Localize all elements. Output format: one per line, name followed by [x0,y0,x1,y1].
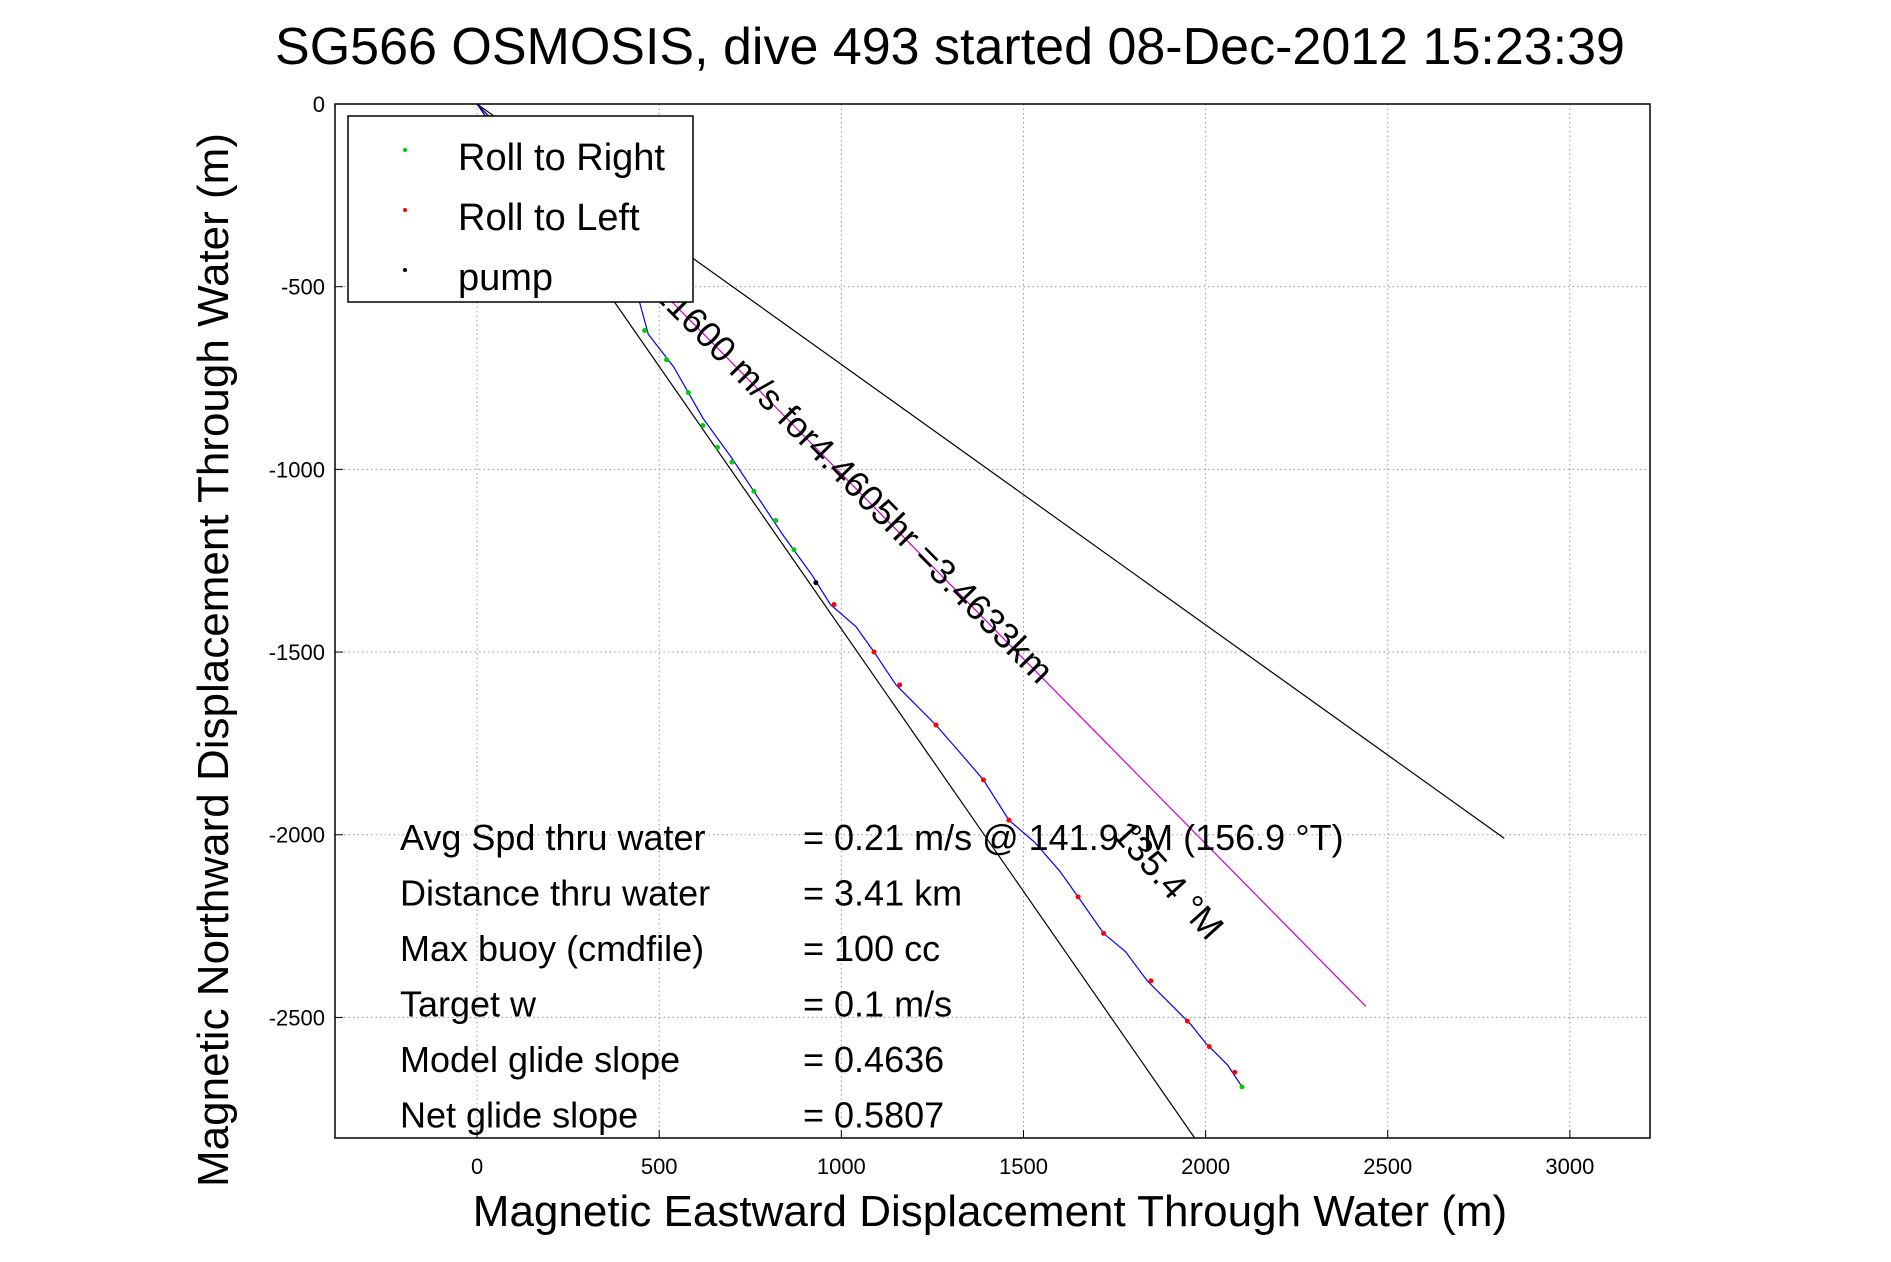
marker-roll-right [685,390,691,396]
stat-value-net-glide-slope: = 0.5807 [803,1095,944,1136]
stat-label-distance-thru-water: Distance thru water [400,873,710,914]
marker-roll-left [1148,978,1154,984]
legend-entry-roll-right: Roll to Right [458,137,665,179]
marker-roll-left [980,777,986,783]
marker-roll-left [897,682,903,688]
stat-label-target-w: Target w [400,984,537,1025]
stat-label-max-buoy-cmdfile: Max buoy (cmdfile) [400,928,704,969]
marker-roll-left [1206,1044,1212,1050]
stat-label-net-glide-slope: Net glide slope [400,1095,638,1136]
stat-label-avg-spd-thru-water: Avg Spd thru water [400,817,706,858]
marker-roll-left [871,649,877,655]
marker-roll-right [700,423,706,429]
stat-value-avg-spd-thru-water: = 0.21 m/s @ 141.9 °M (156.9 °T) [803,817,1344,858]
chart-title: SG566 OSMOSIS, dive 493 started 08-Dec-2… [275,18,1625,76]
marker-pump [813,580,819,586]
marker-roll-left [1184,1018,1190,1024]
legend-marker-pump [403,268,407,272]
marker-roll-left [1075,894,1081,900]
stat-value-model-glide-slope: = 0.4636 [803,1039,944,1080]
x-tick-label: 3000 [1545,1154,1594,1179]
legend: Roll to Right Roll to Left pump [347,115,694,303]
marker-roll-left [1006,817,1012,823]
x-tick-label: 1500 [999,1154,1048,1179]
x-tick-label: 1000 [817,1154,866,1179]
marker-roll-right [663,357,669,363]
glider-track-line [476,103,1243,1088]
y-tick-label: -2000 [269,823,325,848]
marker-roll-left [831,602,837,608]
y-tick-label: 0 [313,92,325,117]
x-tick-label: 2500 [1363,1154,1412,1179]
x-tick-label: 2000 [1181,1154,1230,1179]
marker-roll-left [1101,930,1107,936]
marker-roll-right [751,488,757,494]
stat-value-target-w: = 0.1 m/s [803,984,952,1025]
marker-roll-right [791,547,797,553]
axes-frame [334,103,1651,1139]
marker-roll-right [1239,1084,1245,1090]
track [476,103,1243,1088]
y-tick-label: -2500 [269,1005,325,1030]
y-tick-label: -500 [281,275,325,300]
marker-roll-left [1232,1069,1238,1075]
stat-value-distance-thru-water: = 3.41 km [803,873,962,914]
marker-roll-right [714,444,720,450]
marker-roll-right [773,518,779,524]
stat-label-model-glide-slope: Model glide slope [400,1039,680,1080]
legend-marker-roll-left [403,208,407,212]
tick-labels: 0 500 1000 1500 2000 2500 3000 0 -500 -1000 -1500 -… [269,92,1595,1179]
marker-roll-left [933,722,939,728]
y-axis-label: Magnetic Northward Displacement Through … [189,133,238,1187]
legend-marker-roll-right [403,148,407,152]
marker-roll-right [642,328,648,334]
stat-value-max-buoy-cmdfile: = 100 cc [803,928,940,969]
y-tick-label: -1000 [269,457,325,482]
stats-block: Avg Spd thru water = 0.21 m/s @ 141.9 °M … [400,817,1344,1136]
marker-roll-right [729,459,735,465]
legend-entry-pump: pump [458,257,553,299]
x-axis-label: Magnetic Eastward Displacement Through W… [473,1187,1507,1236]
x-tick-label: 0 [471,1154,483,1179]
markers [642,328,1245,1090]
legend-entry-roll-left: Roll to Left [458,197,640,239]
y-tick-label: -1500 [269,640,325,665]
x-tick-label: 500 [641,1154,678,1179]
